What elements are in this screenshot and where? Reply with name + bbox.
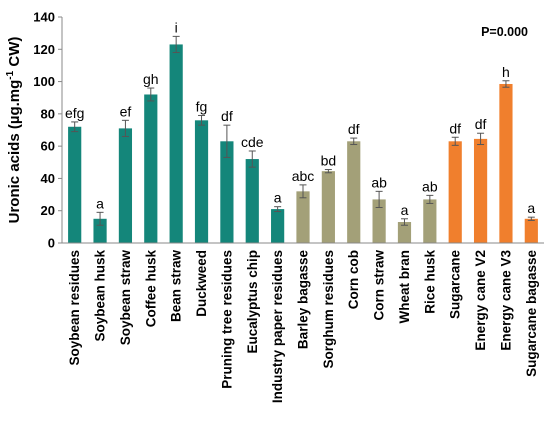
y-tick-label: 20: [41, 203, 55, 218]
y-tick-label: 140: [33, 10, 55, 25]
y-tick-label: 60: [41, 139, 55, 154]
bars: [68, 44, 538, 243]
bar: [144, 94, 158, 243]
x-category-label: Energy cane V2: [473, 250, 488, 351]
x-category-label: Barley bagasse: [296, 250, 311, 350]
p-value-annotation: P=0.000: [481, 25, 528, 39]
x-category-label: Corn cob: [346, 250, 361, 309]
bar: [194, 120, 209, 243]
significance-letter: i: [175, 19, 178, 35]
significance-letter: df: [348, 121, 360, 137]
y-tick-label: 80: [41, 106, 55, 121]
x-category-label: Sorghum residues: [321, 250, 336, 369]
x-category-label: Rice husk: [422, 250, 437, 314]
bar: [423, 199, 437, 243]
bar: [524, 218, 538, 243]
y-axis-title: Uronic acids (µg.mg-1 CW): [5, 37, 23, 224]
bar: [296, 191, 310, 243]
significance-letter: gh: [143, 71, 159, 87]
significance-letter: ab: [422, 178, 438, 194]
significance-letter: fg: [196, 98, 208, 114]
x-category-label: Energy cane V3: [498, 250, 513, 351]
x-category-label: Eucalyptus chip: [245, 250, 260, 354]
y-tick-label: 0: [48, 236, 55, 251]
x-category-label: Duckweed: [194, 250, 209, 317]
bar: [245, 159, 259, 243]
significance-letter: cde: [241, 134, 264, 150]
bar: [271, 209, 285, 243]
x-category-label: Soybean husk: [93, 250, 108, 342]
significance-letter: df: [475, 116, 487, 132]
significance-letter: ab: [371, 174, 387, 190]
x-category-label: Pruning tree residues: [219, 250, 234, 389]
bar: [220, 141, 234, 243]
x-category-label: Bean straw: [169, 250, 184, 323]
x-category-label: Coffee husk: [143, 250, 158, 328]
significance-letter: h: [502, 64, 510, 80]
bar: [473, 138, 488, 243]
x-category-label: Soybean straw: [118, 250, 133, 346]
y-axis: 0 20 40 60 80 100 120 140: [33, 10, 62, 251]
bar: [321, 171, 335, 243]
bar: [68, 126, 82, 243]
bar: [397, 222, 412, 243]
y-tick-label: 120: [33, 42, 55, 57]
error-bars: [71, 35, 535, 226]
y-axis-title-main: Uronic acids (µg.mg: [6, 80, 23, 224]
significance-letter: a: [274, 190, 282, 206]
significance-letter: a: [527, 200, 535, 216]
bar: [169, 44, 183, 243]
x-axis-labels: Soybean residues Soybean husk Soybean stra…: [67, 250, 539, 404]
significance-letter: efg: [65, 105, 84, 121]
significance-letter: ef: [120, 103, 132, 119]
significance-letter: a: [401, 202, 409, 218]
significance-letter: df: [449, 120, 461, 136]
y-axis-title-tail: CW): [6, 37, 23, 71]
significance-letter: abc: [292, 168, 315, 184]
significance-letter: a: [96, 195, 104, 211]
bar: [499, 83, 513, 243]
y-tick-label: 100: [33, 74, 55, 89]
y-axis-title-superscript: -1: [5, 70, 16, 79]
bar: [448, 141, 462, 243]
x-category-label: Wheat bran: [397, 250, 412, 324]
significance-letter: bd: [321, 153, 337, 169]
x-category-label: Soybean residues: [67, 250, 82, 366]
x-category-label: Industry paper residues: [270, 250, 285, 403]
x-category-label: Sugarcane: [448, 250, 463, 320]
y-tick-label: 40: [41, 171, 55, 186]
bar: [118, 128, 133, 243]
bar: [372, 199, 386, 243]
x-category-label: Corn straw: [372, 250, 387, 321]
x-category-label: Sugarcane bagasse: [524, 250, 539, 377]
bar: [347, 141, 361, 243]
significance-letter: df: [221, 108, 233, 124]
